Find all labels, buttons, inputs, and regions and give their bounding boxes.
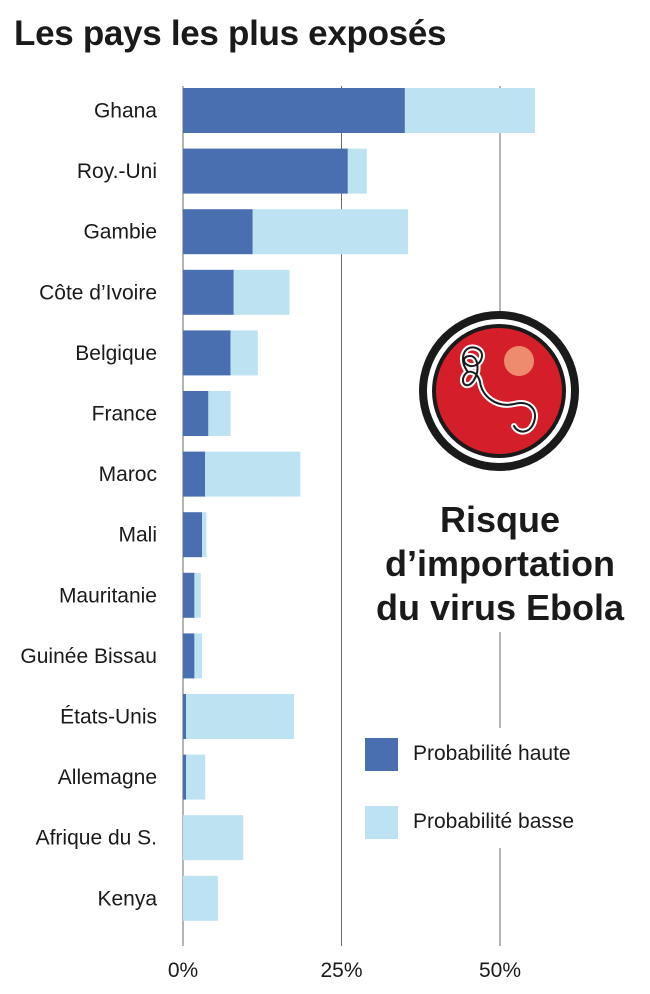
category-label: Côte d’Ivoire xyxy=(39,281,157,304)
bar-high xyxy=(183,754,187,800)
bar-layer xyxy=(183,88,535,921)
legend-swatch-low xyxy=(365,806,398,839)
legend-label-low: Probabilité basse xyxy=(413,810,575,833)
legend-label-high: Probabilité haute xyxy=(413,742,571,765)
bar-low xyxy=(186,694,294,739)
category-label: Kenya xyxy=(97,887,157,910)
category-label: Roy.-Uni xyxy=(77,160,157,183)
category-label: Gambie xyxy=(83,221,157,244)
side-title: Risque d’importation du virus Ebola xyxy=(350,498,650,630)
bar-low xyxy=(202,512,207,558)
bar-low xyxy=(205,451,301,497)
bar-high xyxy=(183,512,203,558)
bar-high xyxy=(183,451,206,497)
x-tick-label: 50% xyxy=(479,959,521,982)
category-label: France xyxy=(92,403,157,426)
category-label: Afrique du S. xyxy=(36,827,157,850)
x-tick-label: 25% xyxy=(320,959,362,982)
category-label: Allemagne xyxy=(58,766,157,789)
bar-high xyxy=(183,572,195,618)
bar-high xyxy=(183,209,253,255)
bar-high xyxy=(183,330,231,376)
bar-low xyxy=(183,815,244,861)
bar-high xyxy=(183,633,195,679)
bar-low xyxy=(347,148,367,194)
bar-low xyxy=(183,875,218,921)
category-label: Guinée Bissau xyxy=(20,645,157,668)
bar-low xyxy=(186,754,206,800)
ebola-virus-icon xyxy=(418,310,580,472)
bar-high xyxy=(183,148,348,194)
side-title-line: d’importation xyxy=(385,543,615,584)
category-label: Maroc xyxy=(99,463,157,486)
bar-low xyxy=(233,269,290,315)
bar-low xyxy=(208,391,231,436)
bar-high xyxy=(183,391,209,436)
bar-low xyxy=(194,633,203,679)
legend-swatch-high xyxy=(365,738,398,771)
category-label: Belgique xyxy=(75,342,157,365)
bar-low xyxy=(194,572,201,618)
side-title-line: du virus Ebola xyxy=(375,587,625,628)
category-label: États-Unis xyxy=(60,706,157,729)
bar-low xyxy=(252,209,409,255)
bar-low xyxy=(404,88,535,133)
page-title: Les pays les plus exposés xyxy=(14,14,447,53)
x-tick-label: 0% xyxy=(168,959,198,982)
bar-high xyxy=(183,88,405,133)
category-label: Mali xyxy=(118,524,157,547)
category-label: Ghana xyxy=(94,100,157,123)
side-title-line: Risque xyxy=(439,499,561,540)
category-label: Mauritanie xyxy=(59,584,157,607)
bar-high xyxy=(183,269,234,315)
label-layer: Ghana Roy.-Uni Gambie Côte d’Ivoire Belgique… xyxy=(20,100,521,983)
bar-high xyxy=(183,694,187,739)
bar-low xyxy=(230,330,258,376)
